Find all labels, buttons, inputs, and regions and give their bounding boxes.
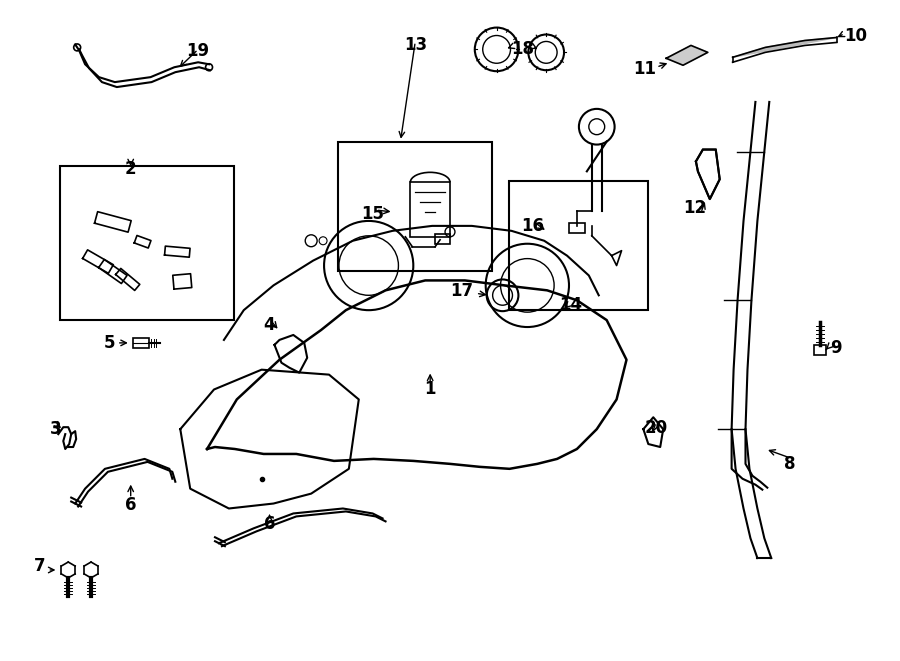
Text: 18: 18 xyxy=(511,40,534,58)
Text: 12: 12 xyxy=(683,199,706,217)
Bar xyxy=(132,338,148,348)
Polygon shape xyxy=(666,46,707,65)
Text: 6: 6 xyxy=(125,496,137,514)
Text: 2: 2 xyxy=(125,161,137,178)
Bar xyxy=(814,345,826,355)
Text: 5: 5 xyxy=(104,334,115,352)
Text: 20: 20 xyxy=(644,419,668,437)
Bar xyxy=(569,223,585,233)
Text: 9: 9 xyxy=(830,339,842,357)
Bar xyxy=(60,167,234,320)
Bar xyxy=(338,141,491,270)
Text: 16: 16 xyxy=(521,217,544,235)
Text: 8: 8 xyxy=(785,455,796,473)
Bar xyxy=(435,234,450,244)
Text: 4: 4 xyxy=(264,316,275,334)
Text: 11: 11 xyxy=(634,60,656,78)
Polygon shape xyxy=(733,38,837,58)
Bar xyxy=(509,181,648,310)
Text: 19: 19 xyxy=(186,42,210,60)
Text: 15: 15 xyxy=(361,205,384,223)
Text: 13: 13 xyxy=(404,36,427,54)
Text: 6: 6 xyxy=(264,516,275,533)
Text: 17: 17 xyxy=(451,282,473,300)
Text: 3: 3 xyxy=(50,420,61,438)
Text: 7: 7 xyxy=(34,557,45,575)
Text: 1: 1 xyxy=(425,381,436,399)
Text: 14: 14 xyxy=(560,296,582,314)
Text: 10: 10 xyxy=(845,26,868,44)
Polygon shape xyxy=(696,149,720,199)
Bar xyxy=(410,182,450,237)
